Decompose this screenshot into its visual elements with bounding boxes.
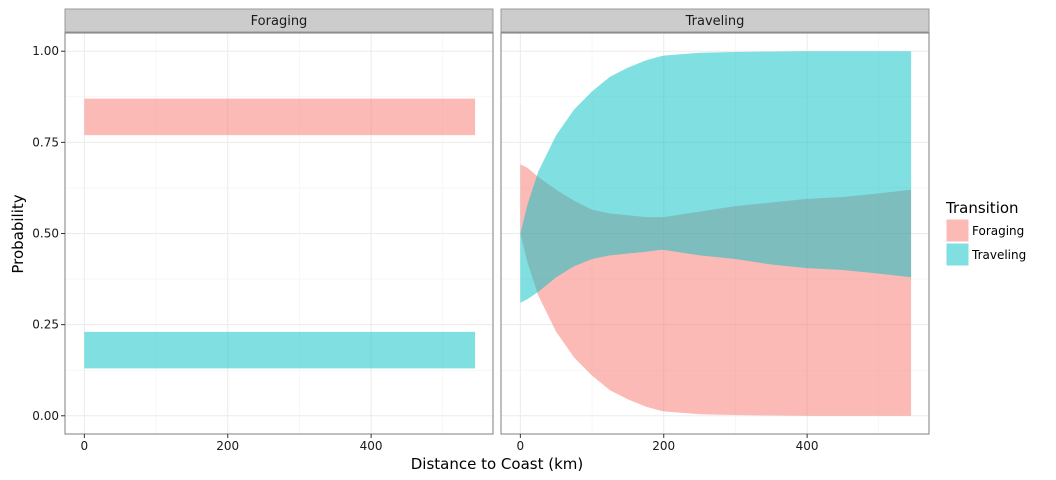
x-tick-label: 200: [652, 439, 675, 453]
legend: Transition Foraging Traveling: [945, 199, 1026, 267]
x-axis: 0 200 400 0 200 400: [81, 434, 819, 453]
y-tick-label: 0.25: [32, 318, 59, 332]
panel-foraging: [64, 32, 494, 435]
legend-key-foraging: [945, 218, 970, 243]
y-tick-label: 0.00: [32, 409, 59, 423]
x-axis-title: Distance to Coast (km): [411, 455, 584, 473]
ribbon-traveling: [84, 331, 476, 369]
x-tick-label: 200: [216, 439, 239, 453]
x-tick-label: 400: [796, 439, 819, 453]
panel-traveling: [500, 32, 930, 435]
y-axis: 0.00 0.25 0.50 0.75 1.00: [32, 44, 65, 423]
y-tick-label: 0.75: [32, 135, 59, 149]
x-tick-label: 0: [517, 439, 525, 453]
legend-label-traveling: Traveling: [971, 248, 1026, 262]
ribbon-traveling: [520, 51, 912, 303]
panel-border: [500, 32, 930, 435]
ribbon-foraging: [84, 98, 476, 136]
y-axis-title: Probability: [9, 194, 27, 273]
strip-traveling: [500, 8, 930, 33]
legend-key-traveling: [945, 242, 970, 267]
strip-foraging: [64, 8, 494, 33]
y-tick-label: 1.00: [32, 44, 59, 58]
y-tick-label: 0.50: [32, 227, 59, 241]
legend-title: Transition: [945, 199, 1019, 217]
x-tick-label: 400: [360, 439, 383, 453]
strip-label-foraging: Foraging: [251, 14, 308, 29]
strip-label-traveling: Traveling: [685, 14, 745, 29]
x-tick-label: 0: [81, 439, 89, 453]
legend-label-foraging: Foraging: [972, 224, 1024, 238]
